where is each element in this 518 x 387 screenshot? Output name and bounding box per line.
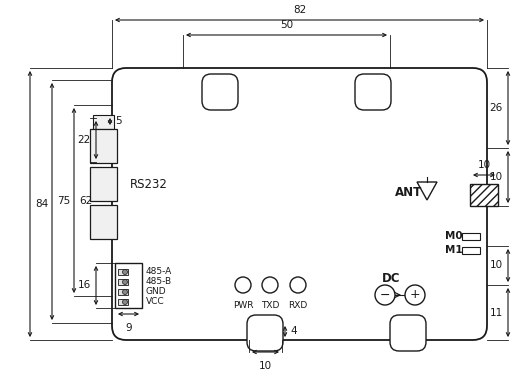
Text: 16: 16 (78, 281, 91, 291)
Text: 50: 50 (280, 20, 293, 30)
Text: ANT: ANT (395, 185, 422, 199)
Text: PWR: PWR (233, 301, 253, 310)
Text: 10: 10 (490, 260, 503, 271)
Bar (90, 129, 117, 163)
Circle shape (122, 269, 127, 274)
Circle shape (122, 289, 127, 295)
Circle shape (405, 285, 425, 305)
Text: DC: DC (382, 272, 400, 284)
Text: 75: 75 (57, 197, 70, 207)
Text: 62: 62 (79, 195, 92, 205)
Text: 10: 10 (490, 172, 503, 182)
Text: VCC: VCC (146, 296, 165, 305)
Text: 5: 5 (115, 116, 122, 127)
FancyBboxPatch shape (202, 74, 238, 110)
Bar (118, 279, 128, 285)
Text: 82: 82 (293, 5, 306, 15)
Circle shape (375, 285, 395, 305)
Bar (115, 263, 142, 308)
Text: +: + (410, 288, 420, 301)
Bar (90, 205, 117, 239)
FancyBboxPatch shape (247, 315, 283, 351)
Circle shape (122, 300, 127, 305)
Bar (118, 299, 128, 305)
Text: 11: 11 (490, 308, 503, 317)
Text: 10: 10 (259, 361, 272, 371)
Circle shape (290, 277, 306, 293)
FancyBboxPatch shape (390, 315, 426, 351)
Circle shape (122, 279, 127, 284)
Text: 4: 4 (290, 327, 297, 337)
Circle shape (262, 277, 278, 293)
Text: GND: GND (146, 286, 167, 296)
Text: RXD: RXD (289, 301, 308, 310)
Text: 485-A: 485-A (146, 267, 172, 276)
FancyBboxPatch shape (112, 68, 487, 340)
Text: M1: M1 (445, 245, 463, 255)
Circle shape (235, 277, 251, 293)
Text: 26: 26 (490, 103, 503, 113)
Text: 9: 9 (125, 323, 132, 333)
Text: 10: 10 (478, 160, 491, 170)
Bar (470, 184, 498, 206)
Text: M0: M0 (445, 231, 463, 241)
Bar (118, 289, 128, 295)
Text: RS232: RS232 (130, 178, 168, 192)
Bar (90, 167, 117, 201)
Text: 22: 22 (78, 135, 91, 145)
Bar (462, 247, 480, 254)
Text: −: − (380, 288, 390, 301)
Bar (462, 233, 480, 240)
Text: 84: 84 (35, 199, 48, 209)
Text: TXD: TXD (261, 301, 279, 310)
FancyBboxPatch shape (355, 74, 391, 110)
Bar (118, 269, 128, 275)
Text: 485-B: 485-B (146, 276, 172, 286)
Bar (93, 115, 114, 129)
